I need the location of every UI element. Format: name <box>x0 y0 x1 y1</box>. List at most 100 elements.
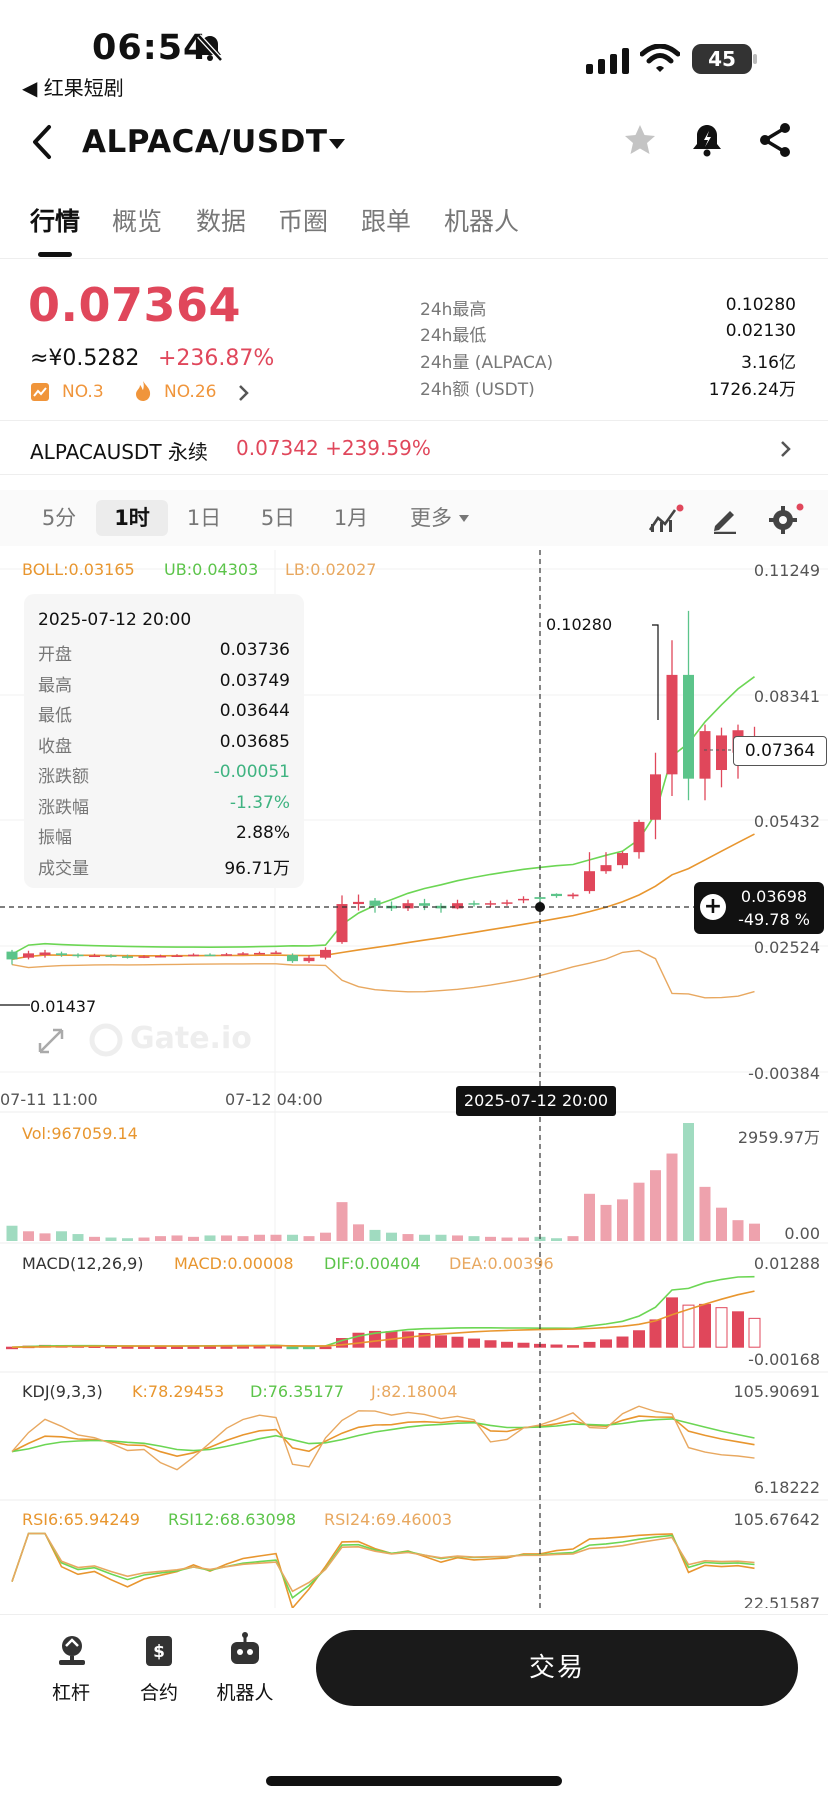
volume-bar <box>699 1186 711 1241</box>
share-icon[interactable] <box>758 122 792 158</box>
boll-lower-line <box>11 949 755 999</box>
volume-bar <box>600 1204 612 1241</box>
interval-1d[interactable]: 1日 <box>186 506 222 530</box>
macd-label: MACD(12,26,9) <box>22 1254 144 1273</box>
trade-button[interactable]: 交易 <box>316 1630 798 1706</box>
macd-histogram-bar <box>616 1336 629 1348</box>
status-time: 06:54 <box>92 28 209 68</box>
add-order-plus-icon[interactable]: + <box>700 894 726 920</box>
tab-copy-trading[interactable]: 跟单 <box>361 207 412 236</box>
last-price: 0.07364 <box>28 278 242 332</box>
stat-value-volume: 3.16亿 <box>741 353 796 373</box>
perpetual-price-line[interactable]: 0.07342 +239.59% <box>236 436 431 460</box>
macd-histogram-bar <box>435 1335 447 1348</box>
pair-title[interactable]: ALPACA/USDT <box>82 124 328 160</box>
perpetual-name[interactable]: ALPACAUSDT 永续 <box>30 440 208 464</box>
volume-label: Vol:967059.14 <box>22 1124 138 1143</box>
star-icon[interactable] <box>622 122 658 158</box>
candle-body <box>6 951 18 960</box>
crosshair-point <box>535 902 545 912</box>
volume-bar <box>501 1237 513 1241</box>
macd-histogram-bar <box>699 1303 711 1348</box>
macd-histogram-bar <box>732 1311 744 1348</box>
perpetual-price: 0.07342 <box>236 436 319 460</box>
price-change-percent: +236.87% <box>158 346 275 371</box>
battery-cap <box>753 54 757 64</box>
draw-pen-icon[interactable] <box>710 504 740 534</box>
back-arrow-icon[interactable] <box>30 124 54 160</box>
tab-bots[interactable]: 机器人 <box>444 207 520 236</box>
caret-down-icon[interactable] <box>458 514 470 523</box>
tab-market[interactable]: 行情 <box>30 207 81 236</box>
volume-bar <box>402 1234 414 1241</box>
boll-bands <box>11 676 755 999</box>
candlesticks <box>6 610 760 965</box>
candle-body <box>485 903 496 905</box>
caret-down-icon[interactable] <box>328 138 346 150</box>
volume-bar <box>732 1220 744 1241</box>
expand-icon[interactable] <box>36 1026 66 1056</box>
volume-bar <box>683 1123 694 1241</box>
kdj-j-line <box>11 1405 755 1471</box>
interval-5d[interactable]: 5日 <box>260 506 296 530</box>
candle-body <box>138 956 150 958</box>
tooltip-value: -1.37% <box>229 792 290 813</box>
stat-value-low: 0.02130 <box>725 321 796 341</box>
indicators-icon[interactable] <box>648 504 684 534</box>
back-to-app-link[interactable]: ◀ 红果短剧 <box>22 76 124 100</box>
interval-5m[interactable]: 5分 <box>41 506 77 530</box>
active-tab-indicator <box>38 252 72 257</box>
price-alert-icon[interactable] <box>690 122 724 158</box>
crosshair-percent: -49.78 % <box>738 910 810 929</box>
tab-data[interactable]: 数据 <box>196 207 247 236</box>
candle-body <box>171 955 183 958</box>
watermark-logo <box>89 1023 123 1057</box>
volume-bar <box>485 1236 496 1241</box>
macd-histogram-bar <box>484 1340 497 1348</box>
candle-tooltip: 2025-07-12 20:00 开盘 0.03736 最高 0.03749 最低 0.0… <box>24 594 304 888</box>
macd-histogram-bar <box>682 1304 695 1348</box>
volume-bar <box>666 1153 678 1241</box>
low-price-callout: 0.01437 <box>30 997 97 1016</box>
interval-bar: 5分 1时 1日 5日 1月 更多 <box>0 490 828 546</box>
contract-icon: $ <box>146 1636 172 1666</box>
rsi12-line <box>11 1532 755 1600</box>
rank-badge-1[interactable]: NO.3 <box>62 382 104 402</box>
macd-histogram-bar <box>204 1346 216 1349</box>
candle-body <box>369 900 381 906</box>
high-price-callout: 0.10280 <box>546 615 613 634</box>
interval-more[interactable]: 更多 <box>410 506 452 530</box>
svg-text:$: $ <box>153 1642 165 1662</box>
candle-body <box>336 904 348 943</box>
volume-bar <box>155 1236 166 1241</box>
crosshair-date-tag: 2025-07-12 20:00 <box>456 1086 616 1116</box>
boll-lb: LB:0.02027 <box>285 560 377 579</box>
macd-value: MACD:0.00008 <box>174 1254 294 1273</box>
candle-body <box>402 903 414 909</box>
tab-overview[interactable]: 概览 <box>112 207 163 236</box>
tooltip-key: 开盘 <box>38 645 72 665</box>
rank-badge-2[interactable]: NO.26 <box>164 382 217 402</box>
candle-body <box>699 731 711 779</box>
divider <box>0 474 828 475</box>
chart-settings-icon[interactable] <box>768 503 804 535</box>
interval-1M[interactable]: 1月 <box>333 506 369 530</box>
stat-label-volume: 24h量 (ALPACA) <box>420 353 554 373</box>
volume-bar <box>56 1231 67 1241</box>
battery-indicator: 45 <box>692 44 752 74</box>
interval-1h[interactable]: 1时 <box>96 500 168 536</box>
chevron-right-icon[interactable] <box>238 384 250 402</box>
tab-community[interactable]: 币圈 <box>278 207 329 236</box>
volume-bar <box>567 1236 579 1241</box>
rsi-axis-max: 105.67642 <box>733 1510 820 1529</box>
macd-histogram-bar <box>303 1346 315 1350</box>
last-price-tag: 0.07364 <box>733 736 827 766</box>
tooltip-value: 0.03644 <box>219 701 290 721</box>
candle-body <box>452 903 463 909</box>
volume-bar <box>716 1207 727 1241</box>
volume-bar <box>171 1235 183 1241</box>
macd-histogram-bar <box>171 1346 183 1349</box>
rsi6-line <box>11 1532 755 1608</box>
chevron-right-icon[interactable] <box>780 440 792 458</box>
high-callout-line <box>652 624 659 720</box>
